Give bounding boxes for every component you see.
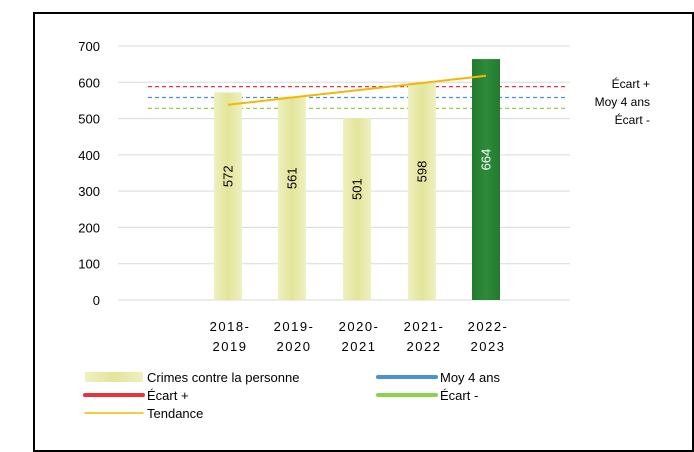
legend-swatch: [85, 372, 143, 382]
x-tick-label: 2020-: [339, 319, 380, 334]
x-tick-label: 2019-: [274, 319, 315, 334]
y-tick-label: 100: [78, 257, 100, 272]
x-tick-label: 2021: [342, 339, 377, 354]
bar: [278, 96, 306, 301]
side-label: Écart -: [615, 112, 650, 127]
x-tick-label: 2022-: [468, 319, 509, 334]
legend-label: Crimes contre la personne: [147, 370, 299, 385]
x-tick-label: 2022: [407, 339, 442, 354]
x-tick-label: 2020: [277, 339, 312, 354]
y-tick-label: 600: [78, 75, 100, 90]
bar-value-label: 598: [415, 161, 430, 183]
legend-label: Écart +: [147, 388, 189, 403]
x-axis-labels: 2018- 2019 2019- 2020 2020- 2021 2021- 2022 2022…: [210, 319, 509, 354]
bar-value-label: 664: [479, 149, 494, 171]
side-label: Moy 4 ans: [595, 95, 650, 109]
y-tick-label: 700: [78, 39, 100, 54]
legend: Crimes contre la personne Moy 4 ans Écart …: [83, 370, 500, 421]
bar: [343, 118, 371, 300]
side-label: Écart +: [612, 76, 650, 91]
bar: [214, 92, 242, 301]
side-labels: Écart + Moy 4 ans Écart -: [595, 76, 650, 127]
x-tick-label: 2019: [213, 339, 248, 354]
trend-line: [227, 74, 487, 106]
bar-value-label: 561: [285, 167, 300, 189]
y-tick-label: 400: [78, 148, 100, 163]
value-labels: 572 561 501 598 664: [221, 149, 494, 200]
y-tick-label: 200: [78, 220, 100, 235]
bars: [214, 59, 500, 301]
x-tick-label: 2018-: [210, 319, 251, 334]
bar: [408, 83, 436, 300]
y-tick-label: 500: [78, 112, 100, 127]
bar-value-label: 572: [221, 165, 236, 187]
x-tick-label: 2023: [471, 339, 506, 354]
legend-label: Tendance: [147, 406, 203, 421]
trend-line-group: [227, 74, 487, 106]
x-tick-label: 2021-: [404, 319, 445, 334]
legend-label: Moy 4 ans: [440, 370, 500, 385]
y-axis-ticks: 0 100 200 300 400 500 600 700: [78, 39, 100, 308]
legend-label: Écart -: [440, 388, 478, 403]
y-tick-label: 300: [78, 184, 100, 199]
y-tick-label: 0: [93, 293, 100, 308]
bar: [472, 59, 500, 300]
bar-value-label: 501: [350, 178, 365, 200]
